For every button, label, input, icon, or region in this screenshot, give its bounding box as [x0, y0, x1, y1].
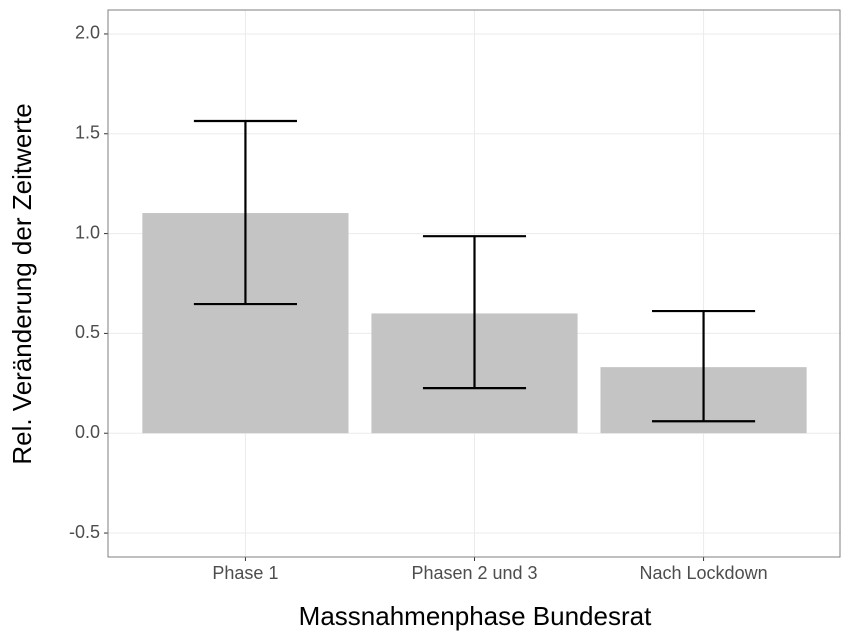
error-bar — [652, 309, 756, 423]
y-tick-label: -0.5 — [69, 522, 100, 542]
y-axis-title: Rel. Veränderung der Zeitwerte — [7, 103, 37, 464]
y-tick-label: 0.5 — [75, 322, 100, 342]
error-bar — [422, 235, 527, 390]
panel-border — [107, 9, 841, 558]
y-tick-label: 2.0 — [75, 23, 100, 43]
error-bar — [193, 119, 297, 306]
x-tick-label: Nach Lockdown — [640, 563, 768, 583]
x-tick-label: Phase 1 — [212, 563, 278, 583]
y-tick-label: 1.5 — [75, 123, 100, 143]
x-tick-label: Phasen 2 und 3 — [411, 563, 537, 583]
y-tick-label: 1.0 — [75, 222, 100, 242]
x-axis-title: Massnahmenphase Bundesrat — [299, 601, 652, 631]
y-tick-label: 0.0 — [75, 422, 100, 442]
